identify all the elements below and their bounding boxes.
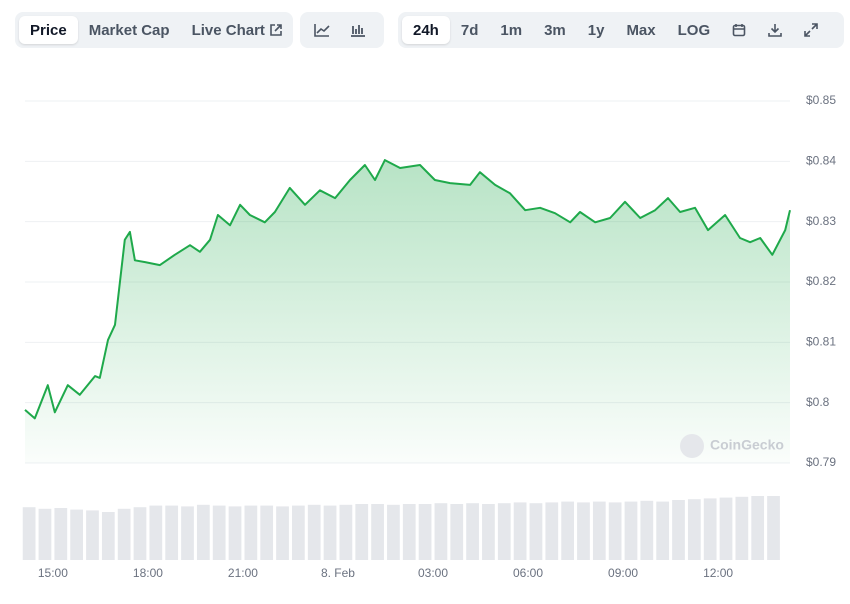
volume-bar [260,505,274,560]
volume-bar [244,505,258,560]
volume-bar [497,503,511,560]
volume-bar [212,505,226,560]
fullscreen[interactable] [793,16,829,44]
y-tick-label: $0.81 [806,335,836,349]
volume-bar [434,503,448,560]
volume-bar [656,501,670,560]
volume-bar [529,503,543,560]
range[interactable]: 1y [587,21,605,39]
x-tick-label: 8. Feb [321,566,355,580]
volume-bar [228,506,242,560]
x-tick-label: 09:00 [608,566,638,580]
volume-bar [54,508,68,560]
chart-style-tabs [300,12,384,48]
range[interactable]: 7d [460,21,479,39]
y-tick-label: $0.85 [806,93,836,107]
volume-bar [561,501,575,560]
volume-bar [482,504,495,560]
mode-tabs: Price Market Cap Live Chart [15,12,293,48]
volume-bar [608,502,622,560]
volume-bar [86,510,99,560]
volume-bar [323,505,337,560]
x-tick-label: 18:00 [133,566,163,580]
volume-bar [387,504,400,560]
volume-bar [719,497,733,560]
line-style[interactable] [304,16,340,44]
volume-bar [577,502,590,560]
volume-bar [513,502,527,560]
volume-bar [640,500,654,560]
log-toggle[interactable]: LOG [677,21,711,39]
watermark: CoinGecko [680,434,784,458]
y-tick-label: $0.84 [806,154,836,168]
volume-bar [687,499,701,560]
tab[interactable]: Market Cap [88,21,170,39]
volume-bar [117,508,131,560]
tab-label: Live Chart [191,21,265,39]
volume-bar [339,504,353,560]
tab[interactable]: Live Chart [181,16,294,44]
volume-bar [291,505,305,560]
range-tabs: 24h 7d 1m 3m 1y Max LOG [398,12,844,48]
area-fill [25,160,790,463]
range[interactable]: 1m [500,21,523,39]
volume-bar [624,501,638,560]
download[interactable] [757,16,793,44]
volume-bar [276,506,289,560]
external-icon [270,24,282,36]
volume-bar [450,504,464,560]
volume-bar [70,509,84,560]
volume-bar [181,506,194,560]
volume-bar [133,507,147,560]
y-tick-label: $0.83 [806,214,836,228]
range[interactable]: 24h [402,16,450,44]
y-tick-label: $0.79 [806,455,836,469]
candle-style[interactable] [340,16,376,44]
volume-bar [703,498,717,560]
volume-bar [466,503,479,560]
x-tick-label: 21:00 [228,566,258,580]
x-tick-label: 03:00 [418,566,448,580]
volume-bar [38,508,52,560]
volume-bar [545,502,559,560]
volume-bar [371,504,384,560]
volume-bar [402,504,416,560]
volume-bar [196,504,210,560]
watermark-text: CoinGecko [710,437,784,453]
price-line [24,159,791,420]
volume-bar [735,496,749,560]
volume-bar [751,496,765,560]
y-tick-label: $0.82 [806,274,836,288]
x-tick-label: 06:00 [513,566,543,580]
volume-bar [101,512,115,560]
range[interactable]: Max [626,21,656,39]
volume-bar [165,505,179,560]
volume-bar [149,505,163,560]
volume-bar [418,504,432,560]
x-tick-label: 12:00 [703,566,733,580]
volume-bar [307,504,321,560]
volume-bar [767,496,780,560]
volume-bar [355,504,369,560]
x-tick-label: 15:00 [38,566,68,580]
y-tick-label: $0.8 [806,395,830,409]
tab[interactable]: Price [19,16,78,44]
volume-bar [592,501,606,560]
volume-bar [22,507,36,560]
calendar[interactable] [721,16,757,44]
range[interactable]: 3m [544,21,566,39]
volume-bar [672,500,685,560]
